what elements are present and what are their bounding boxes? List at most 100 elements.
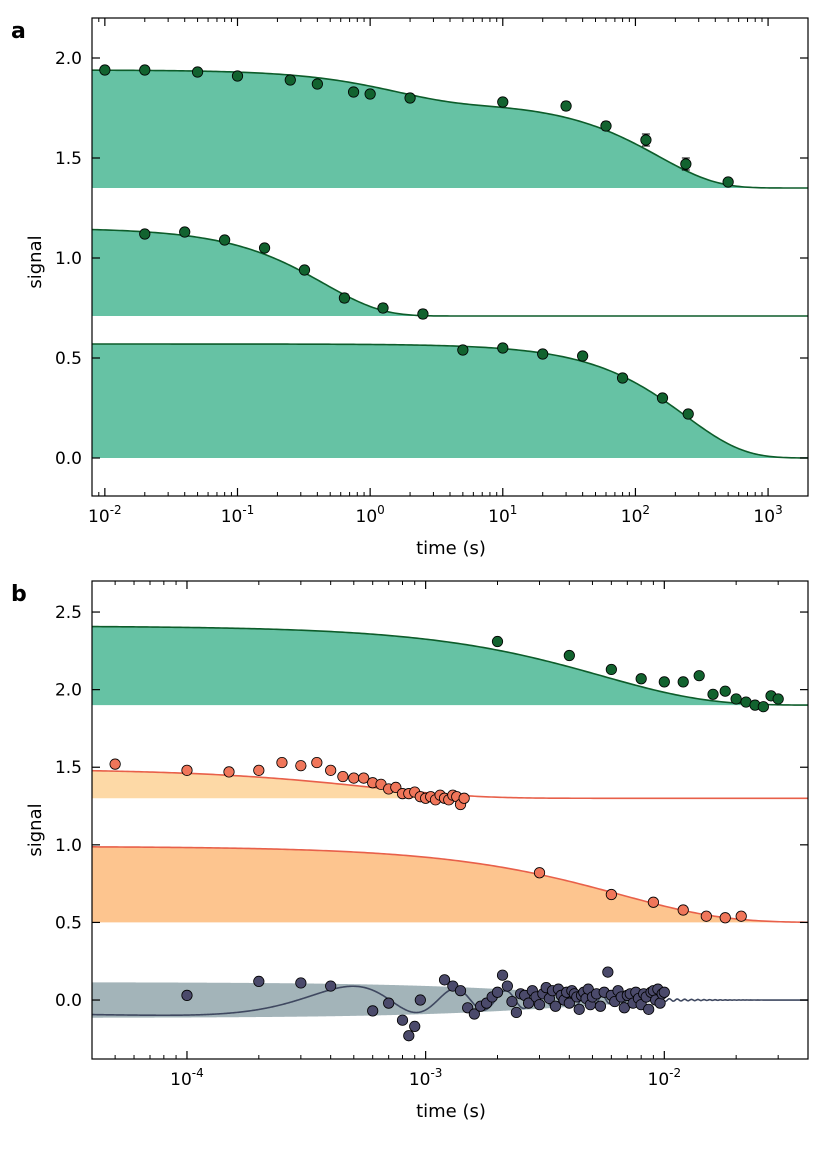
panel-b-y-tick-label: 1.0 [55, 836, 82, 856]
panel-a-y-tick-label: 2.0 [55, 49, 82, 69]
panel-b-series-4-point [438, 974, 451, 986]
panel-a-series-3-point [457, 344, 469, 356]
panel-b-series-2-point [109, 758, 121, 770]
panel-a-series-2-point [338, 292, 351, 304]
panel-a-series-1-fit-line [92, 69, 808, 189]
panel-a-series-2-fill [92, 229, 423, 316]
panel-b-series-1-point [658, 676, 670, 688]
panel-b-series-3-point [700, 910, 712, 922]
panel-b-series-2-point [253, 764, 265, 776]
panel-a-x-tick-label: 101 [488, 503, 517, 527]
panel-b-series-2-point [276, 756, 288, 769]
panel-b-series-1-point [719, 685, 731, 697]
panel-b-series-3-point [719, 912, 731, 924]
panel-b-y-tick-label: 2.0 [55, 681, 82, 701]
panel-b-series-4-point [533, 999, 546, 1011]
panel-a-series-1-point [99, 64, 111, 76]
panel-b-series-1-point [491, 635, 504, 648]
panel-b-series-4-point [654, 997, 666, 1009]
panel-a-series-1-point [497, 96, 509, 108]
panel-b-series-2-point [358, 772, 370, 784]
panel-a-series-1-point [139, 64, 151, 76]
panel-a-series-1-point [600, 120, 612, 132]
panel-b-series-4-point [295, 977, 307, 989]
panel-b-series-4-point [253, 975, 265, 988]
panel-b-series-3-point [533, 867, 546, 879]
panel-b-series-4-point [618, 1002, 630, 1014]
panel-a-series-2-point [179, 226, 191, 238]
panel-b-series-1-point [605, 663, 617, 676]
panel-b-series-2-point [348, 772, 360, 784]
panel-a-series-3-point [497, 342, 509, 354]
panel-a-x-tick-label: 103 [753, 503, 782, 527]
panel-b-series-4-point [501, 980, 513, 992]
panel-b-series-4-point [594, 1000, 607, 1012]
panel-b-series-4-point [414, 994, 426, 1006]
panel-b-series-4-point [383, 997, 395, 1009]
panel-b-series-2-fill [92, 770, 468, 799]
panel-b-series-4-point [181, 989, 193, 1001]
panel-b-series-3-point [677, 904, 689, 916]
panel-b-series-4-point [573, 1003, 585, 1015]
panel-b-frame [91, 580, 809, 1060]
panel-b-series-3-point [605, 888, 617, 901]
panel-a-series-layer [92, 64, 808, 459]
panel-b-series-4-point [643, 1003, 655, 1015]
panel-b-series-4-point [658, 986, 670, 998]
panel-a-series-1-point [364, 88, 376, 100]
panel-b-series-1-point [693, 670, 705, 682]
panel-b-series-4-point [506, 995, 518, 1008]
panel-a-series-2-point [219, 234, 231, 246]
panel-b-series-3-fill [92, 846, 808, 923]
panel-b-y-tick-label: 0.0 [55, 991, 82, 1011]
panel-a-series-2-fit-line [92, 228, 808, 317]
panel-a-series-1-point [560, 100, 572, 112]
panel-b-series-3-point [735, 910, 747, 922]
panel-b-series-2-point [337, 770, 349, 783]
panel-a-y-tick-label: 1.0 [55, 249, 82, 269]
panel-a-series-1-point [284, 74, 296, 86]
panel-a-series-2-point [377, 302, 389, 314]
panel-a-series-1-point [640, 134, 652, 146]
panel-b-x-tick-label: 10-4 [170, 1066, 204, 1090]
panel-b-series-2-point [458, 792, 470, 804]
panel-a-series-2-point [139, 228, 151, 240]
panel-a-series-3-point [616, 372, 629, 384]
panel-a-y-tick-label: 1.5 [55, 149, 82, 169]
panel-b-series-layer [92, 625, 808, 1042]
panel-b-series-4-point [510, 1006, 522, 1019]
panel-a-y-tick-label: 0.0 [55, 449, 82, 469]
panel-a-series-2-point [298, 264, 311, 276]
panel-b-series-1-point [757, 701, 769, 713]
panel-b-y-tick-label: 1.5 [55, 758, 82, 778]
panel-b-series-4-point [325, 980, 337, 992]
panel-b-series-4-point [491, 986, 504, 998]
panel-a-series-2-point [417, 308, 429, 320]
panel-a-series-1-point [722, 176, 734, 188]
panel-a-series-1-point [680, 158, 692, 170]
panel-a-series-1-point [404, 92, 416, 104]
panel-b-xlabel: time (s) [416, 1101, 486, 1122]
panel-b-series-4-point [468, 1008, 480, 1020]
panel-b-series-4-point [367, 1005, 379, 1017]
panel-b-y-tick-label: 2.5 [55, 603, 82, 623]
panel-a-x-tick-label: 102 [621, 503, 650, 527]
panel-a-x-tick-label: 10-1 [221, 503, 255, 527]
panel-a-series-1-fill [92, 70, 808, 188]
panel-b-series-2-point [325, 764, 337, 776]
panel-b-x-tick-label: 10-2 [648, 1066, 682, 1090]
panel-a-x-tick-label: 100 [356, 503, 385, 527]
panel-b-series-4-point [403, 1030, 415, 1042]
panel-b-series-1-point [707, 688, 719, 700]
panel-a-series-1-point [347, 86, 360, 98]
panel-a: a signal time (s) 10-2 10-1 100 101 102 103 0.… [11, 17, 809, 559]
panel-a-series-1-point [231, 70, 244, 82]
panel-b-series-2-point [223, 766, 235, 778]
panel-b-series-1-fill [92, 626, 808, 706]
panel-a-series-3-point [537, 348, 549, 360]
panel-a-label: a [11, 19, 26, 44]
panel-a-series-1-point [191, 66, 204, 78]
panel-b-series-1-point [730, 693, 742, 705]
panel-b-series-4-point [396, 1014, 409, 1026]
